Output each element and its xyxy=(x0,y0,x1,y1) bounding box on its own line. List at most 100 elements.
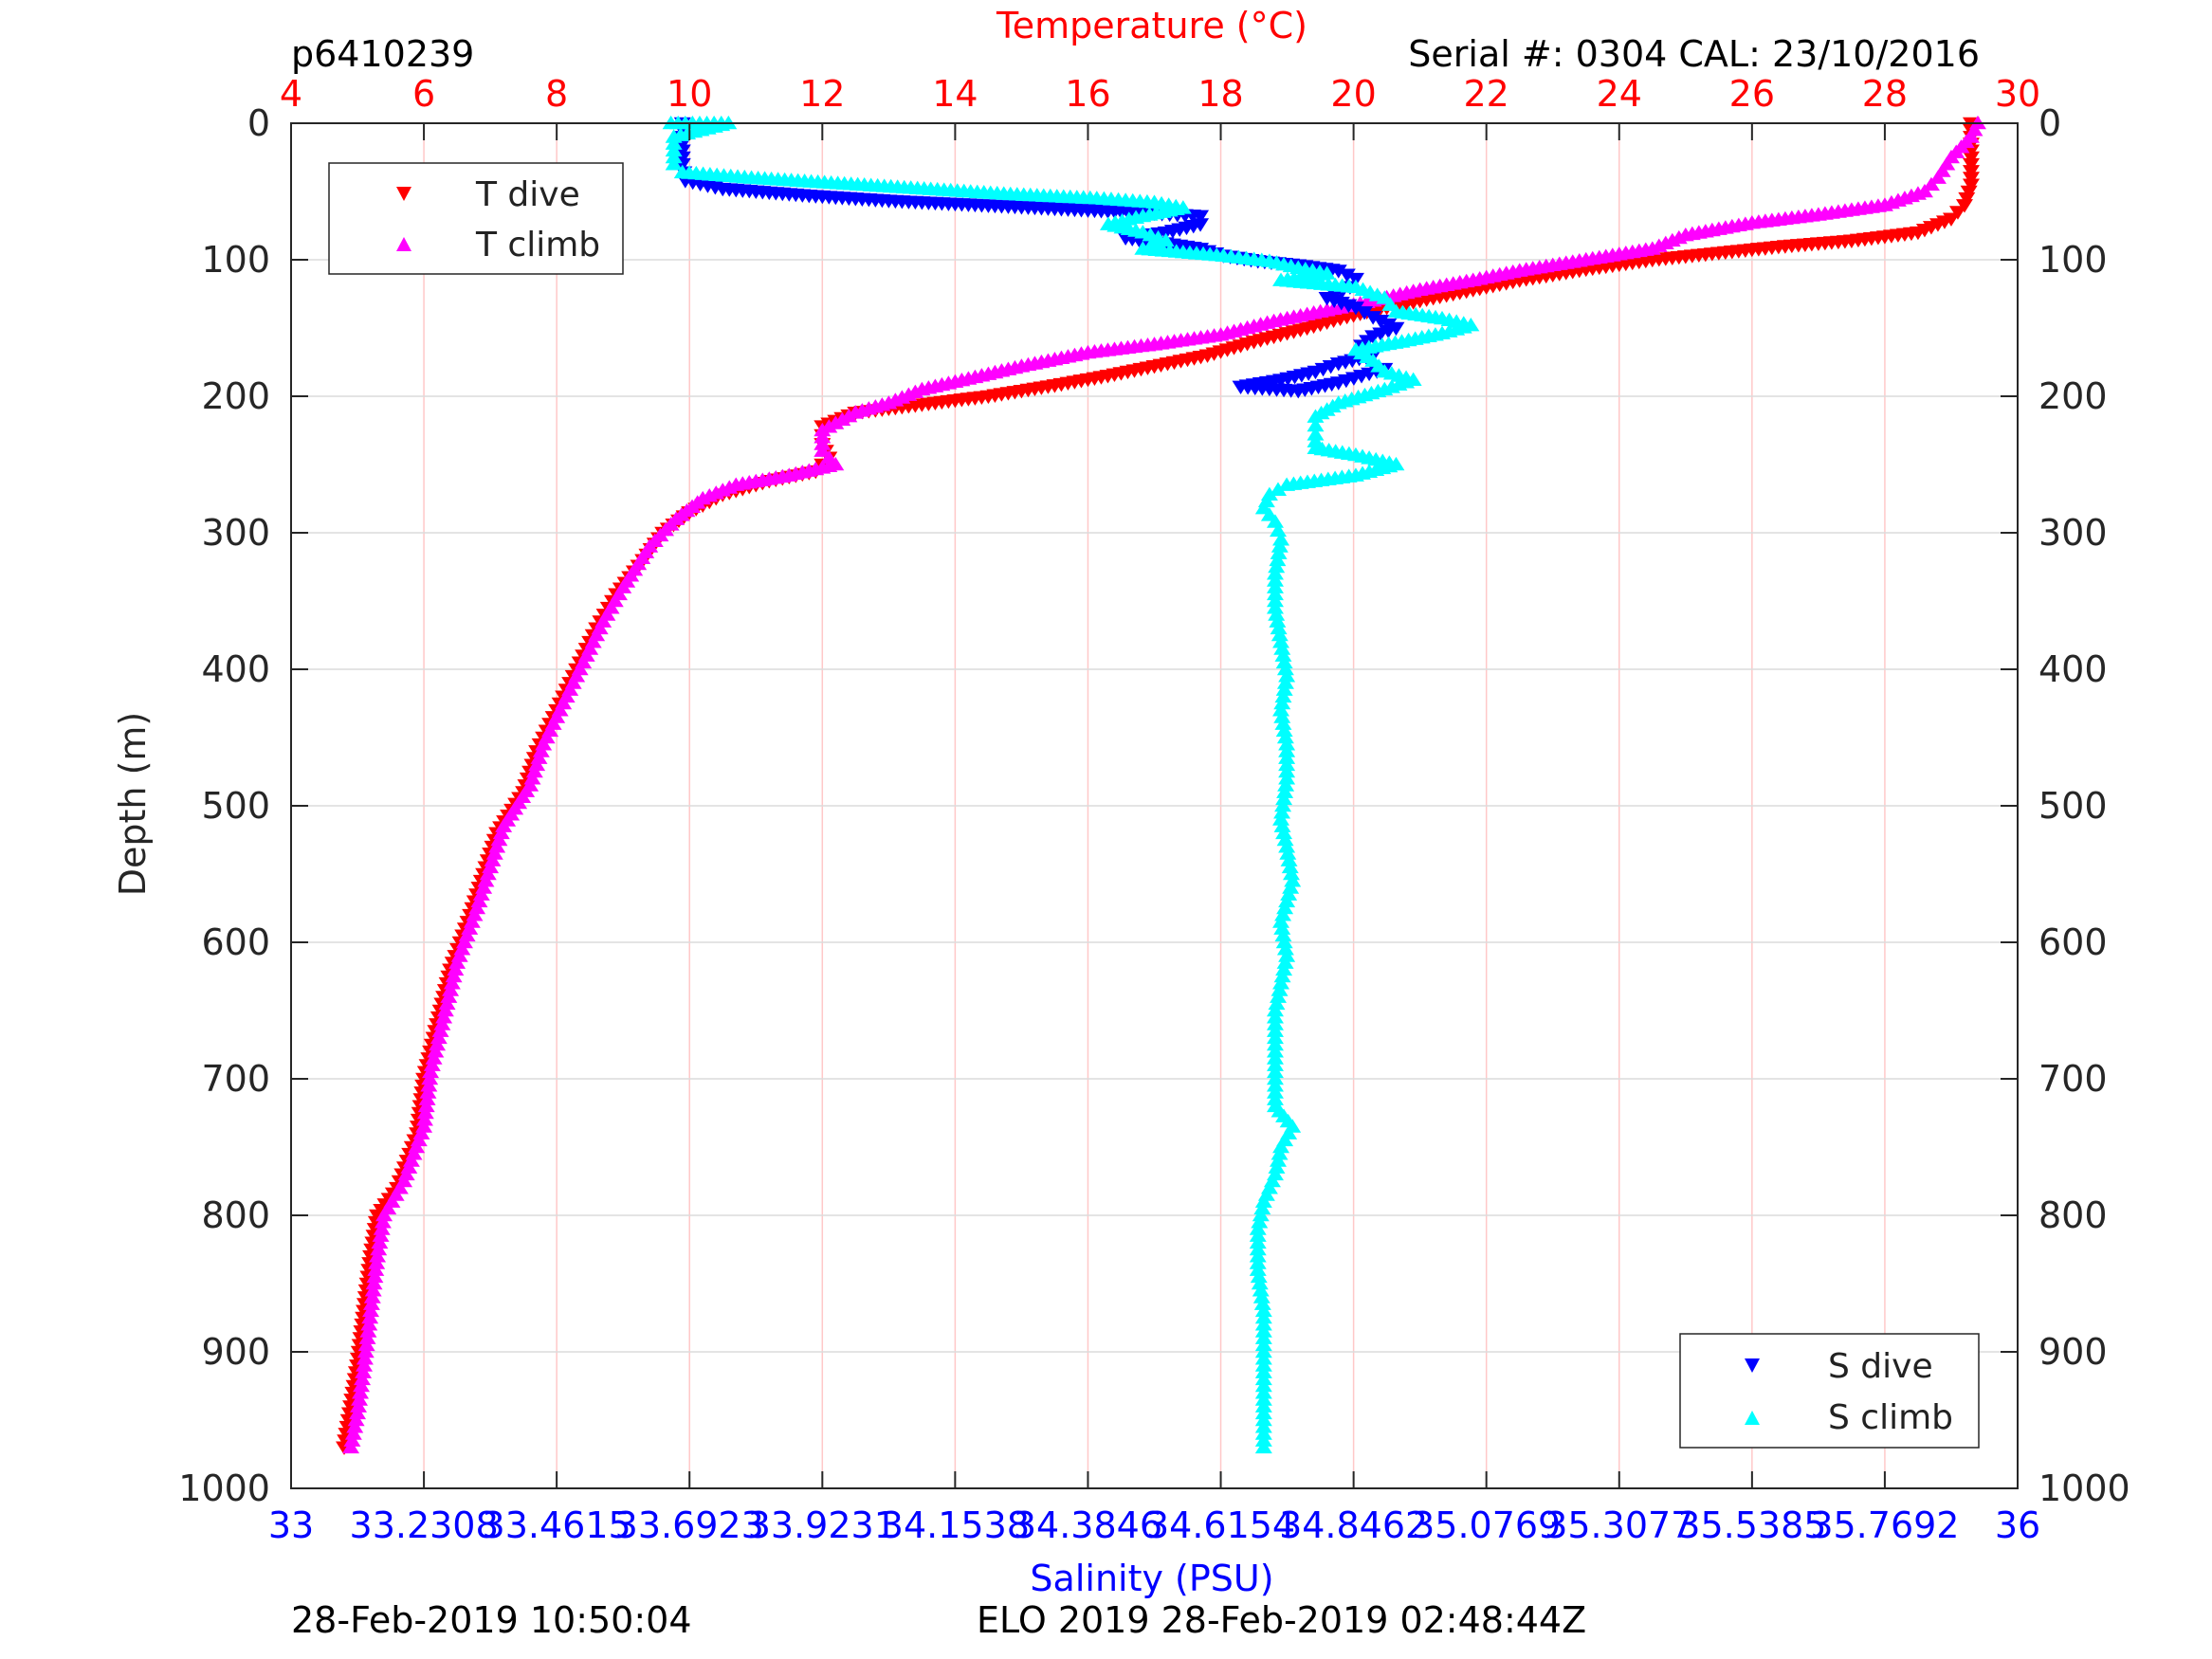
data-point xyxy=(442,982,460,996)
salinity-tick-label: 35.5385 xyxy=(1677,1504,1826,1546)
data-point xyxy=(448,955,466,969)
data-point xyxy=(356,1343,375,1358)
temperature-tick-label: 26 xyxy=(1729,73,1775,115)
data-point xyxy=(362,1303,380,1318)
depth-tick-label-right: 800 xyxy=(2038,1194,2108,1236)
data-point xyxy=(1273,968,1291,983)
data-point xyxy=(1278,948,1296,962)
data-point xyxy=(445,968,463,983)
footer-timestamp: 28-Feb-2019 10:50:04 xyxy=(291,1599,692,1641)
data-point xyxy=(1346,301,1364,316)
data-point xyxy=(1273,921,1291,935)
temperature-tick-label: 16 xyxy=(1065,73,1110,115)
data-point xyxy=(422,1064,440,1079)
salinity-tick-label: 34.3846 xyxy=(1014,1504,1162,1546)
serial-cal-label: Serial #: 0304 CAL: 23/10/2016 xyxy=(1408,33,1980,75)
data-point xyxy=(1254,1194,1272,1208)
data-point xyxy=(1273,641,1291,655)
data-point xyxy=(1273,805,1291,819)
data-point xyxy=(1270,989,1288,1003)
depth-tick-label-left: 800 xyxy=(201,1194,270,1236)
data-point xyxy=(1278,839,1296,853)
data-point xyxy=(433,1016,451,1030)
data-point xyxy=(1275,825,1293,840)
data-point xyxy=(370,1241,388,1256)
data-point xyxy=(1274,716,1292,730)
depth-tick-label-right: 300 xyxy=(2038,512,2108,554)
data-point xyxy=(1266,1030,1284,1045)
data-point xyxy=(1273,818,1291,832)
data-point xyxy=(1329,264,1347,279)
data-point xyxy=(1278,477,1296,491)
salinity-tick-label: 33.6923 xyxy=(615,1504,764,1546)
temperature-tick-label: 18 xyxy=(1197,73,1243,115)
data-point xyxy=(1269,613,1287,628)
depth-tick-label-left: 500 xyxy=(201,785,270,827)
data-point xyxy=(1274,647,1292,662)
data-point xyxy=(1276,941,1294,956)
data-point xyxy=(440,989,458,1003)
data-point xyxy=(1922,176,1940,191)
data-point xyxy=(361,1309,379,1324)
data-point xyxy=(363,1289,381,1304)
temperature-tick-label: 22 xyxy=(1464,73,1509,115)
depth-tick-label-left: 1000 xyxy=(178,1468,270,1509)
salinity-tick-label: 33.4615 xyxy=(483,1504,631,1546)
legend-s-dive-marker xyxy=(1745,1358,1760,1373)
depth-tick-label-right: 400 xyxy=(2038,648,2108,690)
data-point xyxy=(820,449,838,465)
data-point xyxy=(1266,600,1284,614)
salinity-tick-label: 36 xyxy=(1995,1504,2040,1546)
legend-t-dive-label: T dive xyxy=(475,175,580,214)
data-point xyxy=(1275,791,1293,806)
data-point xyxy=(1252,1207,1270,1222)
data-point xyxy=(354,1371,372,1386)
data-point xyxy=(349,1405,367,1420)
data-point xyxy=(415,1112,433,1126)
data-point xyxy=(353,1377,371,1393)
data-point xyxy=(1268,995,1286,1011)
data-point xyxy=(665,156,683,171)
data-point xyxy=(1276,900,1294,915)
data-point xyxy=(1253,1200,1271,1215)
legend-t-climb-label: T climb xyxy=(475,226,600,264)
data-point xyxy=(346,1419,364,1433)
data-point xyxy=(1254,1439,1272,1454)
salinity-axis-title: Salinity (PSU) xyxy=(1030,1558,1273,1599)
depth-tick-label-left: 600 xyxy=(201,921,270,963)
data-point xyxy=(1252,1289,1271,1304)
data-point xyxy=(1253,1296,1271,1310)
depth-tick-label-left: 300 xyxy=(201,512,270,554)
data-point xyxy=(421,1070,439,1085)
data-point xyxy=(357,1337,375,1352)
temperature-tick-label: 24 xyxy=(1597,73,1642,115)
data-point xyxy=(343,1432,361,1447)
data-point xyxy=(347,1412,365,1427)
data-point xyxy=(429,1036,447,1051)
data-point xyxy=(1266,514,1284,528)
data-point xyxy=(1276,675,1294,689)
data-point xyxy=(375,1207,393,1222)
depth-tick-label-left: 200 xyxy=(201,375,270,417)
data-point xyxy=(1338,268,1356,283)
data-point xyxy=(1271,538,1289,553)
data-point xyxy=(1277,777,1295,792)
salinity-tick-label: 35.7692 xyxy=(1810,1504,1959,1546)
data-point xyxy=(355,1364,373,1378)
legend-s-dive-label: S dive xyxy=(1828,1347,1933,1386)
data-point xyxy=(1270,522,1288,538)
profile-id: p6410239 xyxy=(291,33,474,75)
data-point xyxy=(1254,1303,1272,1318)
legend-s-climb-marker xyxy=(1745,1411,1760,1425)
salinity-tick-label: 33.2308 xyxy=(350,1504,499,1546)
data-point xyxy=(1251,1214,1269,1229)
depth-tick-label-left: 900 xyxy=(201,1331,270,1373)
data-point xyxy=(1270,545,1288,559)
temperature-tick-label: 8 xyxy=(545,73,568,115)
legend-t-climb-marker xyxy=(396,237,411,251)
data-point xyxy=(1280,852,1298,866)
data-point xyxy=(1278,893,1296,908)
data-point xyxy=(368,1255,386,1269)
data-point xyxy=(1280,886,1298,901)
data-point xyxy=(1252,1283,1270,1297)
